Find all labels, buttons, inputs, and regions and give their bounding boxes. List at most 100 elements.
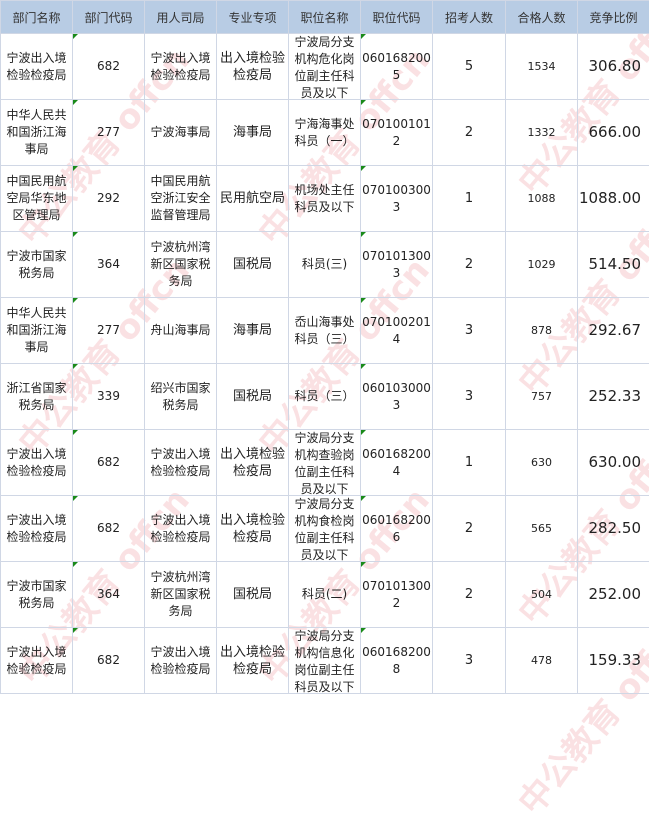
column-header-bureau[interactable]: 用人司局: [145, 1, 217, 34]
column-header-position-name[interactable]: 职位名称: [289, 1, 361, 34]
cell-position-name[interactable]: 宁波局分支机构食检岗位副主任科员及以下: [289, 496, 361, 562]
cell-position-name[interactable]: 岙山海事处科员（三）: [289, 298, 361, 364]
cell-dept-code[interactable]: 339: [73, 364, 145, 430]
cell-position-code[interactable]: 0701013002: [361, 562, 433, 628]
cell-text: 0601682006: [362, 512, 431, 546]
cell-recruit-count[interactable]: 2: [433, 496, 506, 562]
cell-recruit-count[interactable]: 1: [433, 166, 506, 232]
cell-position-name[interactable]: 机场处主任科员及以下: [289, 166, 361, 232]
cell-position-name[interactable]: 科员（三）: [289, 364, 361, 430]
cell-qualified-count[interactable]: 630: [506, 430, 578, 496]
cell-qualified-count[interactable]: 878: [506, 298, 578, 364]
cell-qualified-count[interactable]: 1332: [506, 100, 578, 166]
cell-competition-ratio[interactable]: 630.00: [578, 430, 649, 496]
cell-specialty[interactable]: 国税局: [217, 562, 289, 628]
cell-dept-code[interactable]: 277: [73, 298, 145, 364]
cell-competition-ratio[interactable]: 252.00: [578, 562, 649, 628]
cell-specialty[interactable]: 出入境检验检疫局: [217, 430, 289, 496]
cell-qualified-count[interactable]: 757: [506, 364, 578, 430]
cell-recruit-count[interactable]: 5: [433, 34, 506, 100]
cell-position-code[interactable]: 0701013003: [361, 232, 433, 298]
cell-qualified-count[interactable]: 1088: [506, 166, 578, 232]
cell-dept-name[interactable]: 宁波市国家税务局: [1, 232, 73, 298]
cell-dept-name[interactable]: 中国民用航空局华东地区管理局: [1, 166, 73, 232]
cell-dept-code[interactable]: 277: [73, 100, 145, 166]
cell-competition-ratio[interactable]: 252.33: [578, 364, 649, 430]
cell-bureau[interactable]: 绍兴市国家税务局: [145, 364, 217, 430]
cell-dept-name[interactable]: 中华人民共和国浙江海事局: [1, 298, 73, 364]
column-header-competition-ratio[interactable]: 竞争比例: [578, 1, 649, 34]
cell-qualified-count[interactable]: 478: [506, 628, 578, 694]
cell-qualified-count[interactable]: 1029: [506, 232, 578, 298]
cell-competition-ratio[interactable]: 292.67: [578, 298, 649, 364]
cell-recruit-count[interactable]: 2: [433, 562, 506, 628]
cell-recruit-count[interactable]: 3: [433, 364, 506, 430]
cell-position-name[interactable]: 宁海海事处科员（一）: [289, 100, 361, 166]
column-header-dept-name[interactable]: 部门名称: [1, 1, 73, 34]
column-header-position-code[interactable]: 职位代码: [361, 1, 433, 34]
cell-competition-ratio[interactable]: 306.80: [578, 34, 649, 100]
cell-position-name[interactable]: 宁波局分支机构危化岗位副主任科员及以下: [289, 34, 361, 100]
cell-dept-name[interactable]: 宁波出入境检验检疫局: [1, 496, 73, 562]
cell-dept-name[interactable]: 宁波出入境检验检疫局: [1, 430, 73, 496]
cell-recruit-count[interactable]: 2: [433, 232, 506, 298]
cell-bureau[interactable]: 宁波出入境检验检疫局: [145, 430, 217, 496]
cell-recruit-count[interactable]: 3: [433, 628, 506, 694]
cell-dept-name[interactable]: 浙江省国家税务局: [1, 364, 73, 430]
column-header-dept-code[interactable]: 部门代码: [73, 1, 145, 34]
column-header-specialty[interactable]: 专业专项: [217, 1, 289, 34]
cell-recruit-count[interactable]: 2: [433, 100, 506, 166]
cell-position-code[interactable]: 0601030003: [361, 364, 433, 430]
cell-dept-name[interactable]: 中华人民共和国浙江海事局: [1, 100, 73, 166]
cell-bureau[interactable]: 宁波杭州湾新区国家税务局: [145, 562, 217, 628]
cell-position-name[interactable]: 科员(三): [289, 232, 361, 298]
cell-recruit-count[interactable]: 3: [433, 298, 506, 364]
column-header-recruit-count[interactable]: 招考人数: [433, 1, 506, 34]
cell-dept-code[interactable]: 682: [73, 34, 145, 100]
cell-position-code[interactable]: 0601682005: [361, 34, 433, 100]
cell-bureau[interactable]: 舟山海事局: [145, 298, 217, 364]
cell-specialty[interactable]: 出入境检验检疫局: [217, 628, 289, 694]
cell-position-code[interactable]: 0701002014: [361, 298, 433, 364]
cell-specialty[interactable]: 出入境检验检疫局: [217, 496, 289, 562]
cell-dept-code[interactable]: 682: [73, 628, 145, 694]
cell-dept-name[interactable]: 宁波出入境检验检疫局: [1, 628, 73, 694]
cell-bureau[interactable]: 宁波出入境检验检疫局: [145, 34, 217, 100]
cell-competition-ratio[interactable]: 159.33: [578, 628, 649, 694]
cell-recruit-count[interactable]: 1: [433, 430, 506, 496]
column-header-qualified-count[interactable]: 合格人数: [506, 1, 578, 34]
cell-dept-name[interactable]: 宁波市国家税务局: [1, 562, 73, 628]
cell-qualified-count[interactable]: 1534: [506, 34, 578, 100]
cell-bureau[interactable]: 宁波杭州湾新区国家税务局: [145, 232, 217, 298]
cell-position-name[interactable]: 科员(二): [289, 562, 361, 628]
cell-specialty[interactable]: 国税局: [217, 364, 289, 430]
cell-position-code[interactable]: 0701003003: [361, 166, 433, 232]
cell-dept-name[interactable]: 宁波出入境检验检疫局: [1, 34, 73, 100]
cell-position-code[interactable]: 0601682004: [361, 430, 433, 496]
cell-specialty[interactable]: 海事局: [217, 298, 289, 364]
cell-specialty[interactable]: 海事局: [217, 100, 289, 166]
cell-position-code[interactable]: 0601682008: [361, 628, 433, 694]
cell-competition-ratio[interactable]: 1088.00: [578, 166, 649, 232]
cell-dept-code[interactable]: 364: [73, 562, 145, 628]
cell-position-name[interactable]: 宁波局分支机构查验岗位副主任科员及以下: [289, 430, 361, 496]
cell-specialty[interactable]: 国税局: [217, 232, 289, 298]
cell-dept-code[interactable]: 682: [73, 430, 145, 496]
cell-competition-ratio[interactable]: 514.50: [578, 232, 649, 298]
cell-bureau[interactable]: 中国民用航空浙江安全监督管理局: [145, 166, 217, 232]
cell-position-code[interactable]: 0601682006: [361, 496, 433, 562]
cell-position-code[interactable]: 0701001012: [361, 100, 433, 166]
cell-position-name[interactable]: 宁波局分支机构信息化岗位副主任科员及以下: [289, 628, 361, 694]
cell-bureau[interactable]: 宁波出入境检验检疫局: [145, 628, 217, 694]
cell-bureau[interactable]: 宁波出入境检验检疫局: [145, 496, 217, 562]
cell-qualified-count[interactable]: 504: [506, 562, 578, 628]
cell-dept-code[interactable]: 292: [73, 166, 145, 232]
cell-specialty[interactable]: 民用航空局: [217, 166, 289, 232]
cell-bureau[interactable]: 宁波海事局: [145, 100, 217, 166]
cell-dept-code[interactable]: 364: [73, 232, 145, 298]
cell-qualified-count[interactable]: 565: [506, 496, 578, 562]
cell-dept-code[interactable]: 682: [73, 496, 145, 562]
cell-competition-ratio[interactable]: 282.50: [578, 496, 649, 562]
cell-competition-ratio[interactable]: 666.00: [578, 100, 649, 166]
cell-specialty[interactable]: 出入境检验检疫局: [217, 34, 289, 100]
